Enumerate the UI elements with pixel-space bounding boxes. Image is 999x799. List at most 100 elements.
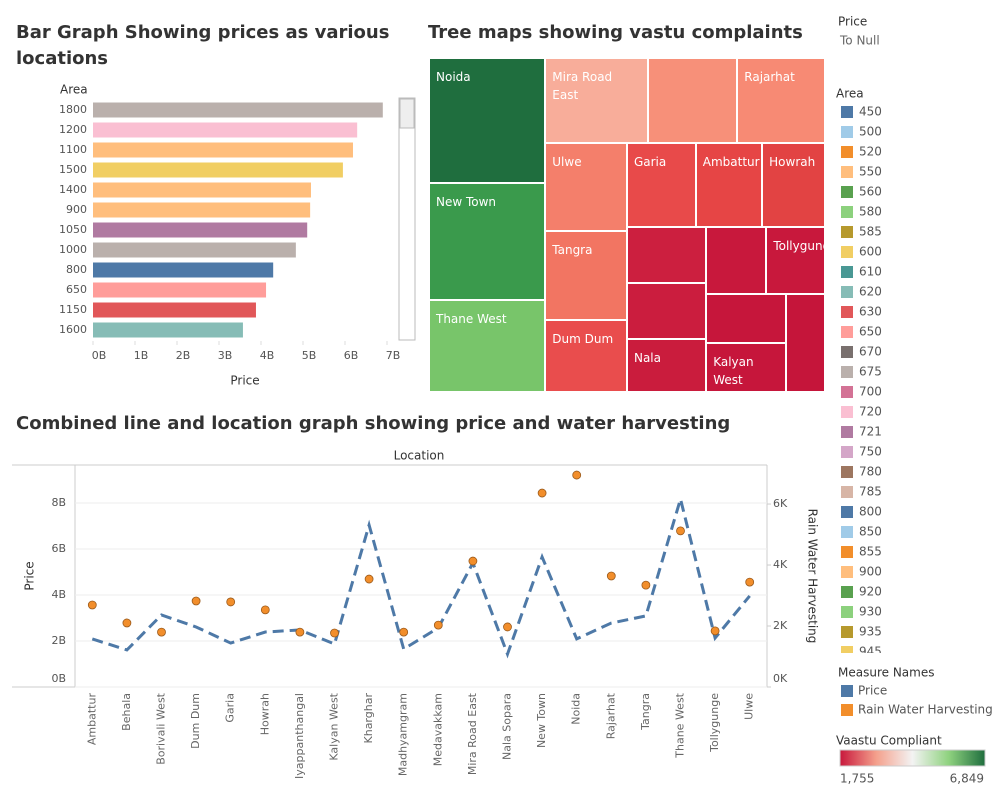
x-tick-label: Ambattur xyxy=(85,693,98,746)
bar xyxy=(93,202,311,218)
legend-label: 785 xyxy=(859,485,882,499)
legend-swatch xyxy=(841,506,853,518)
legend-label: 780 xyxy=(859,465,882,479)
scale-min-label: 1,755 xyxy=(840,772,874,786)
x-tick-label: New Town xyxy=(535,693,548,748)
x-tick-label: 4B xyxy=(260,349,275,362)
y-tick-label: 0B xyxy=(51,672,66,685)
category-label: 1000 xyxy=(59,243,87,256)
rwh-point xyxy=(433,620,443,630)
x-tick-label: Garia xyxy=(224,693,237,723)
legend-swatch xyxy=(841,126,853,138)
legend-label: 945 xyxy=(859,645,882,659)
legend-swatch xyxy=(841,206,853,218)
rwh-point xyxy=(122,618,132,628)
legend-label: 700 xyxy=(859,385,882,399)
x-tick-label: Medavakkam xyxy=(431,693,444,766)
rwh-point xyxy=(191,596,201,606)
x-tick-label: Ulwe xyxy=(743,693,756,720)
scrollbar-thumb[interactable] xyxy=(399,98,415,129)
legend-swatch xyxy=(841,446,853,458)
legend-label: 600 xyxy=(859,245,882,259)
legend-text: To Null xyxy=(839,34,880,48)
x-tick-label: Howrah xyxy=(258,693,271,735)
treemap-cell xyxy=(648,58,738,143)
x-tick-label: Kalyan West xyxy=(328,692,341,760)
treemap-cell xyxy=(626,227,707,284)
category-label: 900 xyxy=(66,203,87,216)
legend-label: 935 xyxy=(859,625,882,639)
y2-axis-title: Rain Water Harvesting xyxy=(806,509,820,644)
treemap-cell: Ulwe xyxy=(545,142,627,232)
treemap-cell: Dum Dum xyxy=(545,319,627,392)
bar xyxy=(93,302,256,318)
legend-label: 675 xyxy=(859,365,882,379)
treemap-cell: New Town xyxy=(429,183,546,300)
rwh-point xyxy=(710,626,720,636)
color-scale xyxy=(839,749,986,767)
legend-swatch xyxy=(841,186,853,198)
chart-title: Bar Graph Showing prices as various loca… xyxy=(16,22,390,69)
x-tick-label: Borivali West xyxy=(155,692,168,764)
scale-max-label: 6,849 xyxy=(950,772,984,786)
legend-label: 720 xyxy=(859,405,882,419)
legend-swatch xyxy=(841,266,853,278)
treemap-cell: Howrah xyxy=(762,142,825,228)
x-axis-title: Price xyxy=(230,374,259,388)
bar xyxy=(93,242,296,258)
legend-swatch xyxy=(841,286,853,298)
legend-swatch xyxy=(841,386,853,398)
legend-label: 855 xyxy=(859,545,882,559)
legend-swatch xyxy=(841,486,853,498)
legend-label: 500 xyxy=(859,125,882,139)
legend-swatch xyxy=(841,546,853,558)
rwh-point xyxy=(606,571,616,581)
bar xyxy=(93,282,267,298)
legend-swatch xyxy=(841,606,853,618)
bar xyxy=(93,102,383,118)
y-tick-label: 8B xyxy=(51,496,66,509)
x-tick-label: 0B xyxy=(92,349,107,362)
legend-swatch xyxy=(841,685,853,697)
rwh-point xyxy=(468,556,478,566)
chart-title: Combined line and location graph showing… xyxy=(16,413,731,434)
treemap-cell xyxy=(626,283,707,339)
x-tick-label: Thane West xyxy=(674,692,687,758)
bar xyxy=(93,322,243,338)
x-tick-label: Nala Sopara xyxy=(501,693,514,760)
rwh-point xyxy=(676,526,685,536)
legend-swatch xyxy=(841,704,853,716)
legend-swatch xyxy=(841,366,853,378)
rwh-point xyxy=(503,622,512,632)
chart-title: Tree maps showing vastu complaints xyxy=(428,22,803,43)
legend-label: 750 xyxy=(859,445,882,459)
rwh-point xyxy=(157,627,166,637)
scrollbar[interactable] xyxy=(398,97,416,341)
treemap-cell: Noida xyxy=(429,58,546,184)
bar xyxy=(93,182,311,198)
legend-swatch xyxy=(841,146,853,158)
legend-label: 550 xyxy=(859,165,882,179)
area-legend-items: 450 500 520 550 560 580 585 600 610 620 630 650 670 6… xyxy=(841,105,882,659)
legend-label: 630 xyxy=(859,305,882,319)
x-tick-label: Kharghar xyxy=(362,693,375,744)
x-axis-title: Location xyxy=(394,449,445,463)
legend-swatch xyxy=(841,526,853,538)
legend-swatch xyxy=(841,586,853,598)
treemap-cell: Garia xyxy=(626,142,696,228)
x-tick-label: 5B xyxy=(302,349,317,362)
x-tick-label: 7B xyxy=(386,349,401,362)
x-tick-label: Madhyamgram xyxy=(397,693,410,776)
rwh-point xyxy=(260,605,270,615)
legend-swatch xyxy=(841,346,853,358)
legend-label: 620 xyxy=(859,285,882,299)
category-label: 1200 xyxy=(59,123,87,136)
legend-label: 650 xyxy=(859,325,882,339)
bar xyxy=(93,122,358,138)
rwh-point xyxy=(295,627,305,637)
legend-label: 930 xyxy=(859,605,882,619)
y2-tick-label: 0K xyxy=(773,672,788,685)
legend-label: 920 xyxy=(859,585,882,599)
y-tick-label: 2B xyxy=(51,634,66,647)
